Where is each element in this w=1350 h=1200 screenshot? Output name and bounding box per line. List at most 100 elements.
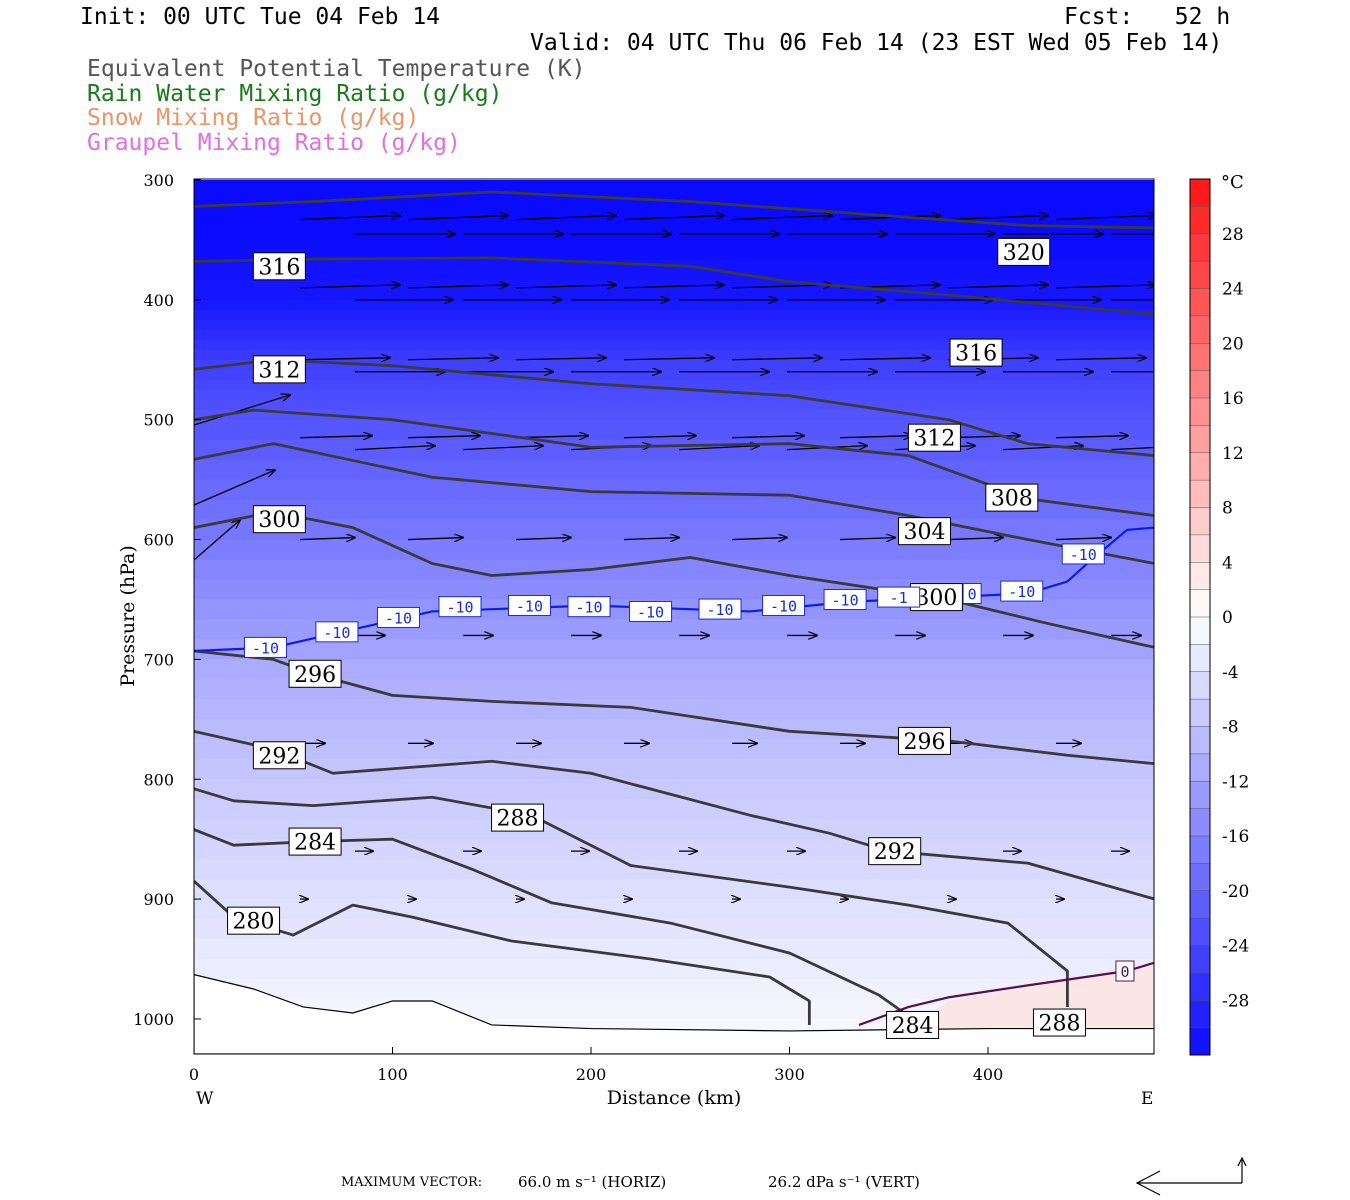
colorbar-segment <box>1190 1027 1210 1056</box>
forecast-hour: Fcst: 52 h <box>1064 4 1231 30</box>
x-tick-label: 0 <box>189 1065 199 1084</box>
theta-e-contour-line <box>194 256 1154 316</box>
shading-band <box>194 559 1154 581</box>
warm-pocket <box>908 965 1154 1031</box>
isotherm-label-box <box>698 598 742 620</box>
isotherm-label-box <box>629 600 673 622</box>
y-tick-label: 900 <box>143 890 174 909</box>
isotherm-label-box <box>1000 580 1044 602</box>
colorbar-segment <box>1190 808 1210 837</box>
contour-label: 312 <box>258 358 300 383</box>
wind-arrow <box>731 436 804 438</box>
colorbar-tick-label: -16 <box>1222 827 1249 847</box>
contour-label: 288 <box>1038 1012 1080 1037</box>
max-vector-horiz: 66.0 m s⁻¹ (HORIZ) <box>518 1173 667 1191</box>
contour-label: 296 <box>903 730 945 755</box>
colorbar-segment <box>1190 863 1210 892</box>
field-label-graupel: Graupel Mixing Ratio (g/kg) <box>87 130 461 156</box>
colorbar-segment <box>1190 836 1210 864</box>
y-axis-label: Pressure (hPa) <box>117 545 139 687</box>
field-label-rain: Rain Water Mixing Ratio (g/kg) <box>87 81 503 107</box>
contour-label-box <box>288 659 342 688</box>
colorbar-segment <box>1190 288 1210 317</box>
colorbar-frame <box>1189 178 1211 1056</box>
shading-band <box>194 819 1154 840</box>
shading-band <box>194 319 1154 331</box>
y-tick-label: 800 <box>143 770 174 789</box>
contour-label: 284 <box>294 831 336 856</box>
contour-label-box <box>897 517 951 546</box>
wind-arrow <box>731 216 832 221</box>
wind-arrow <box>299 358 390 360</box>
colorbar-segment <box>1190 726 1210 755</box>
shading-band <box>194 329 1154 341</box>
colorbar-segment <box>1190 562 1210 591</box>
contour-label-box <box>868 837 922 866</box>
isotherm-label-box <box>376 606 420 628</box>
contour-label-box <box>491 803 545 832</box>
isotherm-label-box <box>567 596 611 618</box>
shading-band <box>194 939 1154 960</box>
colorbar-segment <box>1190 179 1210 207</box>
shading-band <box>194 959 1154 980</box>
colorbar-segment <box>1190 370 1210 399</box>
colorbar-segment <box>1190 890 1210 919</box>
field-label-snow: Snow Mixing Ratio (g/kg) <box>87 105 420 131</box>
wind-arrow <box>1055 216 1154 221</box>
shading-band <box>194 299 1154 311</box>
y-tick-label: 500 <box>143 411 174 430</box>
theta-e-contour-line <box>194 510 1154 649</box>
wind-arrow <box>299 285 400 288</box>
x-end-east: E <box>1141 1089 1153 1109</box>
colorbar-tick-label: -28 <box>1222 991 1249 1011</box>
contour-label: 308 <box>991 487 1033 512</box>
contour-label-box <box>886 1010 940 1039</box>
contour-label: 300 <box>258 508 300 533</box>
isotherm-label-box <box>243 636 287 658</box>
colorbar-segment <box>1190 452 1210 481</box>
wind-arrow <box>947 285 1048 288</box>
contour-label-box <box>1032 1008 1086 1037</box>
contour-label-box <box>252 355 306 384</box>
wind-arrow <box>623 358 714 360</box>
wind-arrow <box>839 358 930 360</box>
contour-label: 284 <box>892 1014 934 1039</box>
colorbar: °C 28 24 20 16 12 8 4 0 -4 -8 -12 -16 -20 -24 -28 <box>1189 172 1249 1056</box>
shading-band <box>194 659 1154 680</box>
wind-arrow <box>731 538 787 540</box>
wind-arrow <box>1110 446 1154 451</box>
contour-label-box <box>985 483 1039 512</box>
colorbar-segment <box>1190 343 1210 372</box>
reference-vector-icon <box>1135 1156 1247 1196</box>
max-vector-label: MAXIMUM VECTOR: <box>341 1175 483 1190</box>
shading-band <box>194 180 1154 201</box>
isotherm-label-box <box>1115 960 1135 982</box>
colorbar-segment <box>1190 480 1210 508</box>
wind-arrow <box>194 395 290 426</box>
colorbar-tick-label: -12 <box>1222 772 1249 792</box>
shading-band <box>194 379 1154 391</box>
colorbar-segment <box>1190 781 1210 810</box>
colorbar-segment <box>1190 315 1210 344</box>
wind-arrow <box>1055 538 1111 540</box>
colorbar-tick-label: 8 <box>1222 499 1233 519</box>
wind-arrow <box>623 285 724 288</box>
contour-label-box <box>949 338 1003 367</box>
isotherm-label: -10 <box>832 591 859 609</box>
theta-e-contour-line <box>194 787 1069 1007</box>
colorbar-segment <box>1190 261 1210 289</box>
shading-band <box>194 389 1154 401</box>
wind-arrow <box>299 538 355 540</box>
wind-arrow <box>515 538 571 540</box>
contour-label: 280 <box>233 910 275 935</box>
colorbar-segment <box>1190 972 1210 1001</box>
wind-arrow <box>407 436 480 438</box>
isotherm-label: -10 <box>516 597 543 615</box>
colorbar-tick-label: 0 <box>1222 608 1233 628</box>
contour-label: 300 <box>915 586 957 611</box>
contour-labels: 320 316 316 312 312 308 304 300 300 296 296 292 292 2… <box>227 237 1135 1039</box>
contour-label-box <box>252 252 306 281</box>
shading-band <box>194 399 1154 411</box>
colorbar-segment <box>1190 699 1210 727</box>
colorbar-tick-label: 24 <box>1222 280 1244 300</box>
